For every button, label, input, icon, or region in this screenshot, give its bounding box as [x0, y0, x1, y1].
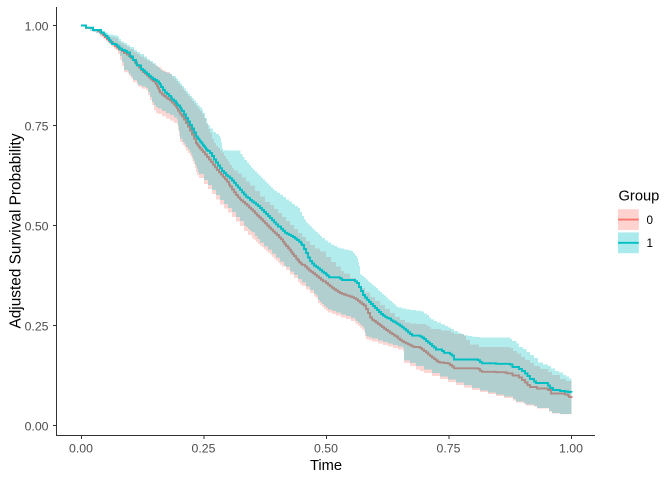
svg-text:0.50: 0.50	[25, 220, 49, 234]
svg-text:0.25: 0.25	[25, 320, 49, 334]
svg-text:0.75: 0.75	[437, 442, 461, 456]
svg-text:1.00: 1.00	[559, 442, 583, 456]
svg-text:0.50: 0.50	[314, 442, 338, 456]
svg-text:1.00: 1.00	[25, 20, 49, 34]
svg-text:0: 0	[647, 214, 654, 227]
svg-text:Time: Time	[310, 458, 342, 474]
svg-text:1: 1	[647, 237, 654, 250]
svg-text:Adjusted Survival Probability: Adjusted Survival Probability	[8, 133, 25, 328]
svg-text:0.00: 0.00	[69, 442, 93, 456]
svg-text:0.75: 0.75	[25, 120, 49, 134]
svg-text:0.00: 0.00	[25, 420, 49, 434]
svg-text:Group: Group	[619, 189, 660, 205]
svg-text:0.25: 0.25	[192, 442, 216, 456]
